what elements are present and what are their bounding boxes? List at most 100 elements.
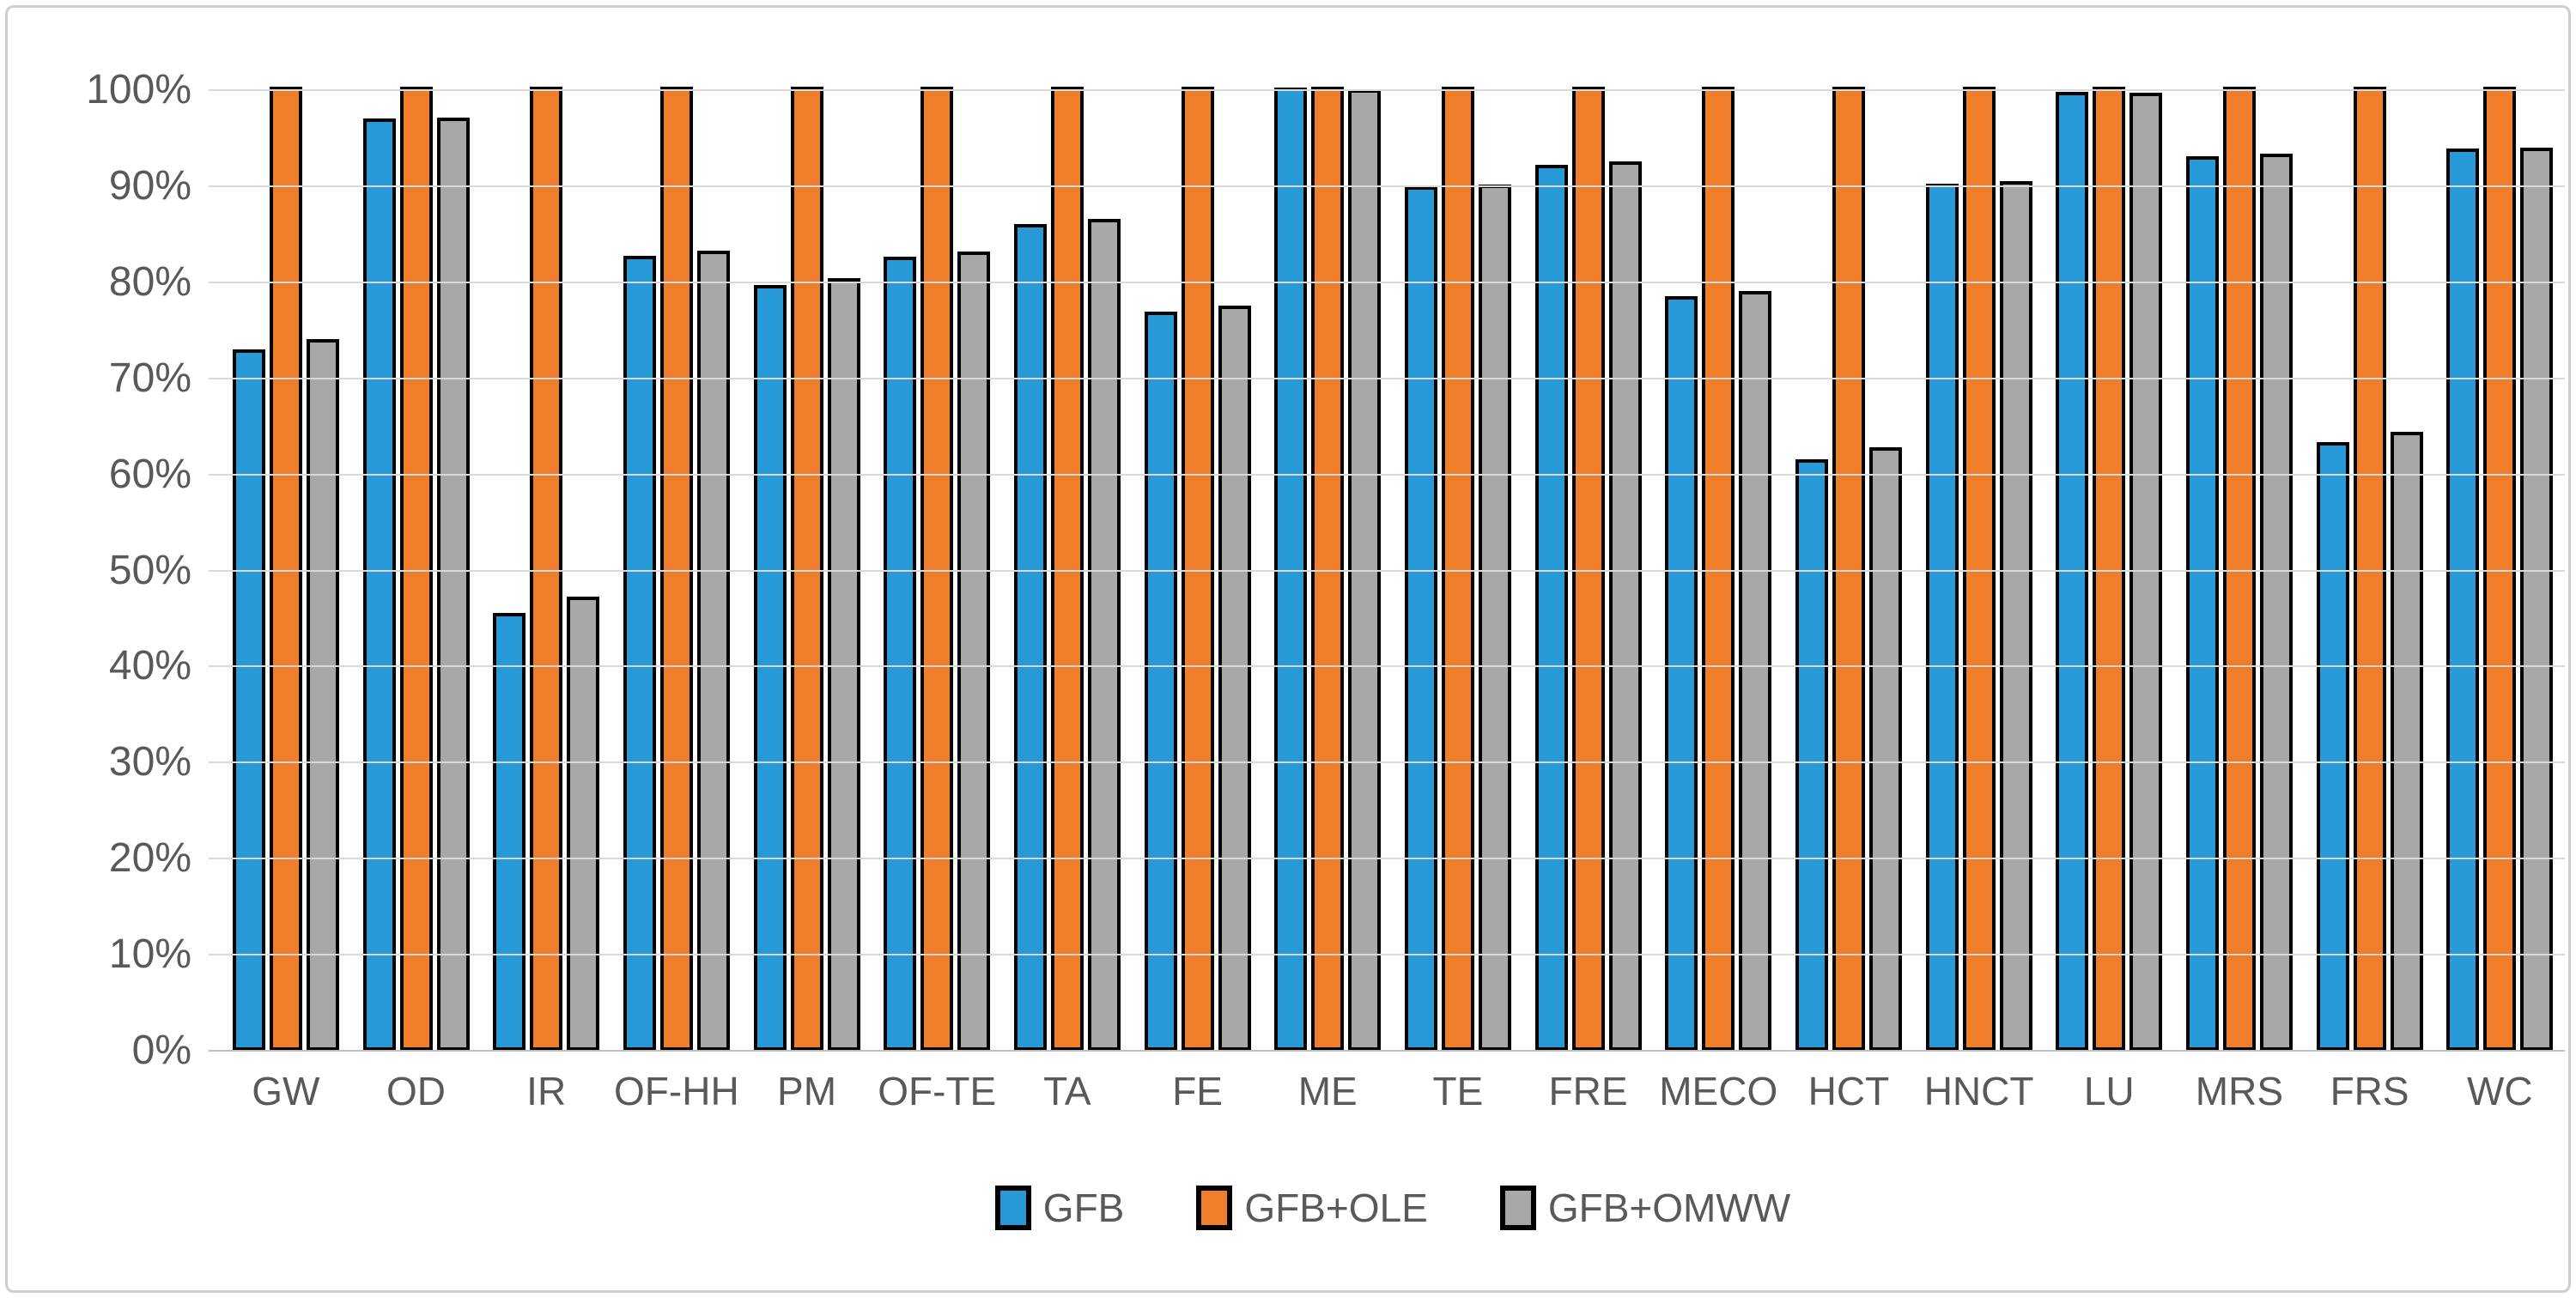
bar-GFB-FE — [1144, 311, 1177, 1051]
y-tick-label: 80% — [108, 258, 191, 305]
legend-label: GFB — [1042, 1186, 1125, 1230]
y-tick-label: 60% — [108, 451, 191, 497]
y-tick-label: 90% — [108, 162, 191, 209]
bar-GFB-GW — [232, 349, 265, 1051]
x-category-label-LU: LU — [2083, 1069, 2135, 1113]
bar-GFB+OMWW-FRE — [1608, 161, 1642, 1051]
bar-GFB+OMWW-HNCT — [1999, 180, 2032, 1051]
bar-GFB-OF-HH — [623, 255, 656, 1051]
bar-GFB+OLE-FRE — [1571, 87, 1605, 1051]
gridline-30 — [209, 761, 2565, 764]
bar-group-GW — [221, 87, 351, 1051]
bar-GFB+OLE-PM — [790, 87, 823, 1051]
x-category-label-FRS: FRS — [2330, 1069, 2409, 1113]
bar-group-PM — [742, 87, 872, 1051]
x-category-label-WC: WC — [2466, 1069, 2533, 1113]
bar-GFB+OLE-WC — [2483, 87, 2517, 1051]
bar-GFB+OLE-OF-HH — [659, 87, 693, 1051]
y-tick-label: 0% — [131, 1028, 191, 1073]
x-category-label-FE: FE — [1172, 1069, 1223, 1113]
bar-GFB+OLE-GW — [269, 87, 302, 1051]
bar-group-FE — [1133, 87, 1263, 1051]
x-category-label-TE: TE — [1432, 1069, 1484, 1113]
x-category-label-OF-TE: OF-TE — [878, 1069, 997, 1113]
bar-GFB+OLE-HNCT — [1962, 87, 1996, 1051]
legend-item-GFB+OLE: GFB+OLE — [1196, 1186, 1428, 1230]
bar-GFB+OLE-ME — [1311, 87, 1345, 1051]
x-category-label-OF-HH: OF-HH — [614, 1069, 739, 1113]
x-category-label-OD: OD — [386, 1069, 446, 1113]
bar-GFB-IR — [493, 613, 526, 1051]
bar-GFB-OF-TE — [884, 257, 917, 1051]
bar-GFB+OLE-OF-TE — [920, 87, 954, 1051]
y-tick-label: 50% — [108, 547, 191, 593]
bar-GFB+OMWW-MRS — [2259, 154, 2293, 1051]
gridline-50 — [209, 569, 2565, 572]
bar-GFB-HCT — [1795, 459, 1828, 1051]
bar-group-HNCT — [1914, 87, 2044, 1051]
x-category-label-PM: PM — [777, 1069, 837, 1113]
bar-GFB-MECO — [1665, 295, 1698, 1051]
x-category-label-ME: ME — [1297, 1069, 1358, 1113]
y-tick-label: 100% — [86, 67, 191, 112]
legend-item-GFB: GFB — [994, 1186, 1125, 1230]
bar-group-MECO — [1653, 87, 1783, 1051]
bar-group-HCT — [1783, 87, 1914, 1051]
bar-GFB+OMWW-IR — [567, 597, 600, 1051]
bar-GFB+OLE-TE — [1441, 87, 1474, 1051]
gridline-20 — [209, 858, 2565, 860]
bar-group-MRS — [2174, 87, 2305, 1051]
bar-GFB-FRE — [1534, 164, 1568, 1051]
bar-group-TE — [1393, 87, 1523, 1051]
bar-group-FRE — [1523, 87, 1654, 1051]
gridline-90 — [209, 185, 2565, 187]
bar-GFB-ME — [1274, 88, 1308, 1051]
bar-group-FRS — [2305, 87, 2435, 1051]
bar-GFB+OLE-FRS — [2353, 87, 2386, 1051]
bar-GFB+OMWW-HCT — [1868, 446, 1902, 1051]
bar-GFB+OMWW-FRS — [2390, 431, 2423, 1051]
y-tick-label: 20% — [108, 835, 191, 882]
bar-GFB+OMWW-LU — [2129, 92, 2163, 1051]
gridline-100 — [209, 89, 2565, 91]
bar-group-OF-TE — [872, 87, 1002, 1051]
gridline-60 — [209, 473, 2565, 476]
bar-GFB+OLE-OD — [399, 87, 433, 1051]
bar-group-TA — [1002, 87, 1133, 1051]
bar-GFB-PM — [753, 284, 787, 1051]
gridline-40 — [209, 665, 2565, 668]
bar-GFB+OLE-MECO — [1702, 87, 1735, 1051]
legend-swatch-icon — [1196, 1186, 1233, 1230]
bar-GFB-TE — [1404, 186, 1437, 1051]
x-axis-labels: GW OD IR OF-HH PM OF-TE TA FE ME TE FRE MECO HCT HNCT… — [221, 1069, 2565, 1113]
bar-group-OD — [351, 87, 482, 1051]
x-category-label-GW: GW — [252, 1069, 320, 1113]
bar-group-WC — [2434, 87, 2565, 1051]
x-category-label-MRS: MRS — [2195, 1069, 2284, 1113]
bar-GFB+OMWW-OF-HH — [696, 251, 730, 1051]
bar-group-OF-HH — [611, 87, 742, 1051]
x-category-label-TA: TA — [1043, 1069, 1091, 1113]
gridline-70 — [209, 377, 2565, 379]
plot-area — [209, 87, 2565, 1052]
bar-GFB+OMWW-TA — [1087, 219, 1121, 1051]
gridline-10 — [209, 954, 2565, 956]
bar-GFB+OMWW-WC — [2520, 147, 2554, 1051]
y-tick-label: 70% — [108, 355, 191, 401]
bar-GFB-OD — [362, 118, 396, 1051]
bar-GFB+OLE-LU — [2093, 87, 2126, 1051]
y-tick-label: 10% — [108, 931, 191, 978]
bar-GFB+OLE-FE — [1181, 87, 1214, 1051]
legend-label: GFB+OMWW — [1547, 1186, 1791, 1230]
bar-GFB+OMWW-MECO — [1739, 291, 1772, 1051]
gridline-80 — [209, 281, 2565, 283]
bar-GFB-MRS — [2185, 155, 2219, 1051]
bar-GFB+OLE-HCT — [1832, 87, 1865, 1051]
x-category-label-MECO: MECO — [1659, 1069, 1778, 1113]
y-tick-label: 30% — [108, 739, 191, 785]
chart-figure: 0% 10% 20% 30% 40% 50% 60% 70% 80% 90% 100% GW OD IR… — [5, 5, 2571, 1293]
x-category-label-HNCT: HNCT — [1923, 1069, 2034, 1113]
legend-swatch-icon — [1499, 1186, 1536, 1230]
x-category-label-FRE: FRE — [1548, 1069, 1628, 1113]
bar-GFB-WC — [2446, 148, 2480, 1051]
